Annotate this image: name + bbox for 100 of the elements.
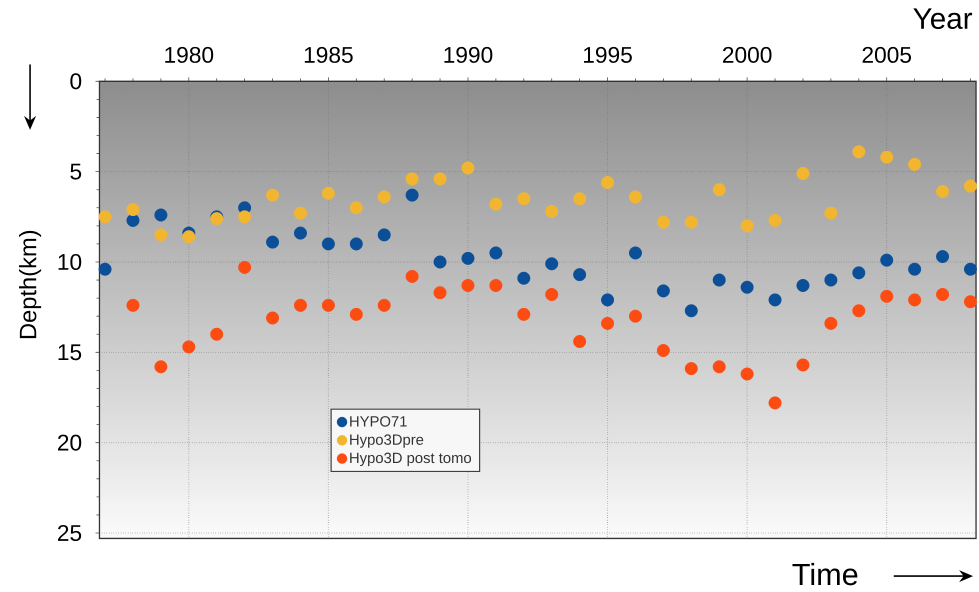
point [936, 250, 950, 264]
y-tick-label: 25 [58, 524, 82, 542]
point [545, 288, 558, 302]
point [656, 344, 670, 358]
point [322, 186, 335, 200]
x-tick-label: 1990 [444, 46, 492, 63]
y-tick-label: 10 [58, 254, 82, 270]
point [98, 262, 112, 276]
point [908, 293, 922, 306]
x-tick-label: 1980 [165, 46, 214, 63]
point [406, 188, 419, 202]
point [712, 274, 726, 287]
point [964, 295, 977, 308]
point [628, 310, 642, 323]
point [601, 293, 614, 306]
point [461, 162, 474, 175]
point [740, 368, 754, 381]
point [461, 278, 474, 292]
point [796, 166, 810, 180]
y-tick-label: 20 [58, 434, 82, 451]
point [601, 176, 614, 189]
point [154, 228, 168, 242]
point [126, 214, 140, 227]
point [210, 328, 224, 341]
point [628, 246, 642, 260]
point [350, 201, 363, 214]
point [182, 340, 196, 354]
point [964, 262, 977, 276]
point [378, 228, 391, 242]
point [573, 192, 586, 206]
point [434, 256, 447, 268]
legend-label: Hypo3D post tomo [350, 452, 472, 466]
point [266, 236, 280, 249]
y-axis-title: Depth(km) [18, 230, 42, 338]
point [684, 362, 698, 376]
x-tick-label: 2005 [862, 46, 912, 63]
point [182, 230, 196, 244]
point [322, 298, 335, 312]
point [852, 304, 866, 318]
point [266, 188, 280, 202]
x-tick-label: 2000 [723, 46, 772, 63]
point [126, 203, 140, 216]
y-tick-label: 0 [70, 73, 82, 90]
point [768, 293, 782, 306]
point [852, 266, 866, 280]
point [294, 206, 307, 220]
point [573, 335, 586, 348]
point [154, 360, 168, 374]
point [880, 290, 894, 303]
point [294, 298, 307, 312]
point [406, 172, 419, 186]
point [684, 304, 698, 318]
point [238, 260, 252, 274]
point [880, 150, 894, 164]
point [824, 206, 838, 220]
point [908, 158, 922, 171]
point [740, 219, 754, 232]
point [545, 204, 558, 218]
point [350, 237, 363, 250]
y-tick-label: 5 [70, 164, 82, 180]
point [489, 246, 502, 260]
point [517, 272, 530, 285]
point [936, 185, 950, 198]
x-tick-label: 1995 [584, 46, 632, 63]
legend-label: Hypo3Dpre [350, 434, 424, 448]
point [936, 288, 950, 302]
point [740, 280, 754, 294]
point [628, 190, 642, 204]
point [852, 145, 866, 158]
point [517, 308, 530, 321]
point [768, 396, 782, 410]
point [712, 360, 726, 374]
point [461, 252, 474, 265]
point [489, 278, 502, 292]
point [378, 298, 391, 312]
point [712, 183, 726, 196]
point [880, 254, 894, 267]
point [350, 308, 363, 321]
point [517, 192, 530, 206]
point [573, 268, 586, 282]
point [126, 298, 140, 312]
point [656, 216, 670, 229]
point [601, 316, 614, 330]
point [154, 208, 168, 222]
point [434, 286, 447, 300]
point [238, 210, 252, 224]
point [684, 216, 698, 229]
y-tick-label: 15 [58, 344, 82, 360]
point [266, 312, 280, 325]
point [545, 257, 558, 270]
x-axis-title: Year [913, 8, 972, 30]
point [656, 284, 670, 298]
point [824, 316, 838, 330]
point [98, 210, 112, 224]
point [489, 198, 502, 211]
point [824, 274, 838, 287]
point [768, 214, 782, 227]
text: Time [792, 562, 858, 586]
point [406, 270, 419, 283]
x-tick-label: 1985 [304, 46, 353, 63]
